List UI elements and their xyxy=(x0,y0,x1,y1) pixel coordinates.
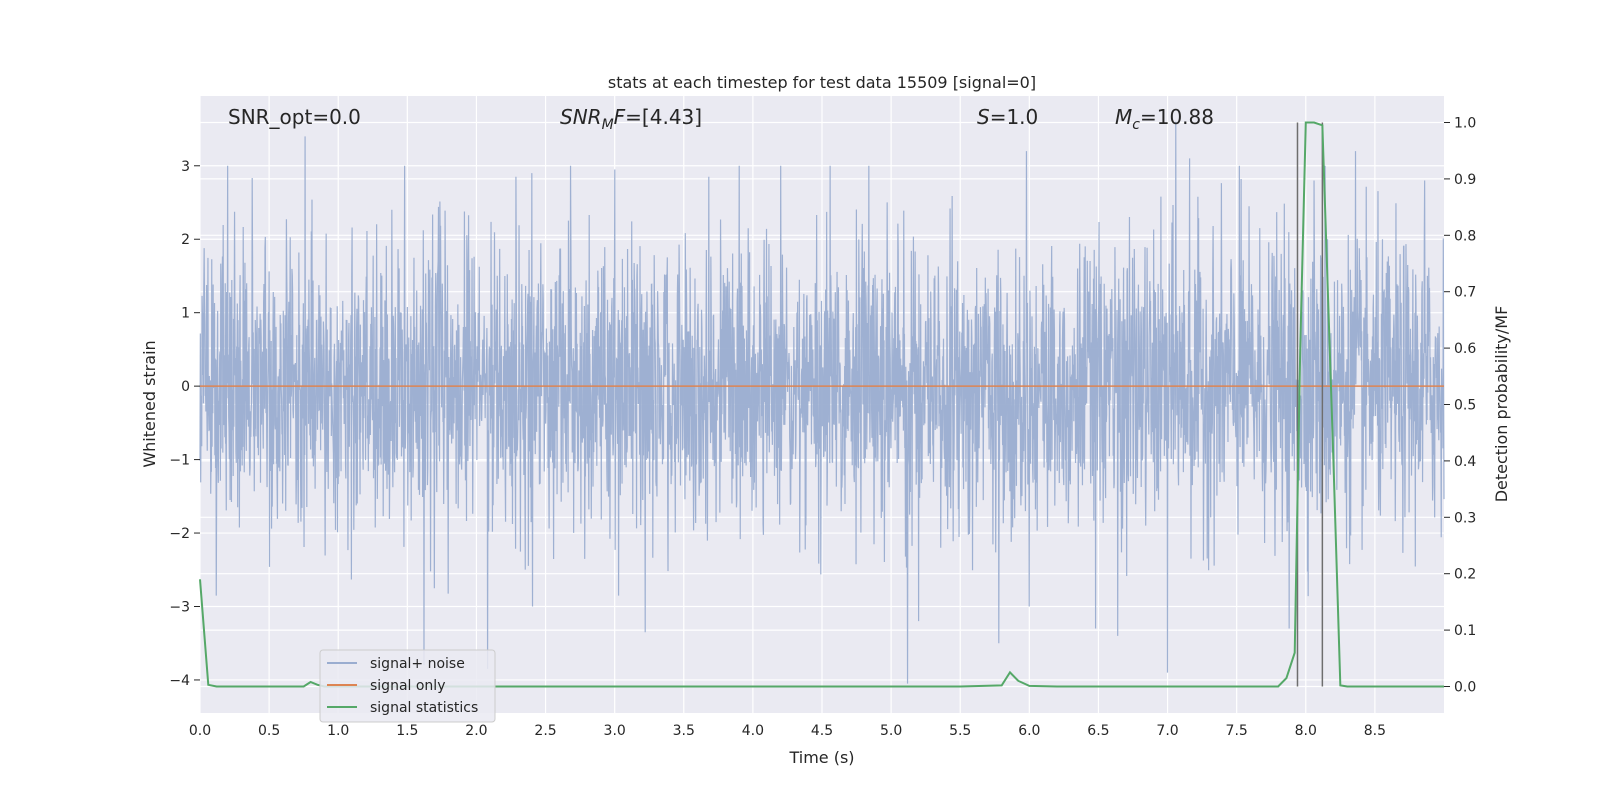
y-right-tick-label: 0.6 xyxy=(1454,341,1476,357)
snr-mf-symbol: SNR xyxy=(560,105,602,129)
x-axis-ticks: 0.0 0.5 1.0 1.5 2.0 2.5 3.0 3.5 4.0 4.5 5.0 5.5 6.0 6… xyxy=(189,723,1386,739)
y-right-tick-label: 0.5 xyxy=(1454,398,1476,414)
mc-value: =10.88 xyxy=(1140,105,1214,129)
y-tick-label: −3 xyxy=(169,599,190,615)
y-right-tick-label: 0.2 xyxy=(1454,567,1476,583)
signal-statistics-line xyxy=(199,121,1444,688)
x-tick-label: 7.0 xyxy=(1156,723,1178,739)
y-right-tick-label: 0.1 xyxy=(1454,623,1476,639)
mc-symbol: M xyxy=(1115,105,1132,129)
legend-box xyxy=(319,649,496,723)
y-tick-label: 3 xyxy=(181,159,190,175)
legend-label-signal-statistics: signal statistics xyxy=(370,700,478,716)
x-tick-label: 3.5 xyxy=(673,723,695,739)
y-tick-label: −4 xyxy=(169,673,190,689)
y-right-tick-label: 0.0 xyxy=(1454,679,1476,695)
x-tick-label: 2.0 xyxy=(465,723,487,739)
x-tick-label: 6.0 xyxy=(1018,723,1040,739)
x-axis-label: Time (s) xyxy=(788,748,854,767)
y-axis-right-label: Detection probability/MF xyxy=(1492,306,1511,503)
annotation-snr-opt: SNR_opt=0.0 xyxy=(228,105,361,129)
x-tick-label: 8.5 xyxy=(1364,723,1386,739)
snr-mf-value: =[4.43] xyxy=(625,105,702,129)
snr-mf-subscript: M xyxy=(602,117,614,133)
y-right-tick-label: 0.9 xyxy=(1454,172,1476,188)
vertical-markers xyxy=(1296,122,1324,687)
y-right-tick-label: 0.8 xyxy=(1454,228,1476,244)
x-tick-label: 5.5 xyxy=(949,723,971,739)
y-axis-ticks: 3 2 1 0 −1 −2 −3 −4 xyxy=(169,159,200,689)
y-right-tick-label: 0.7 xyxy=(1454,285,1476,301)
annotation-snr-mf: SNRMF=[4.43] xyxy=(560,105,702,133)
signal-noise-line xyxy=(199,121,1445,684)
y-right-tick-label: 1.0 xyxy=(1454,116,1476,132)
x-tick-label: 4.5 xyxy=(811,723,833,739)
y-tick-label: −1 xyxy=(169,453,190,469)
legend-label-signal-only: signal only xyxy=(370,678,445,694)
x-tick-label: 4.0 xyxy=(742,723,764,739)
legend-label-signal-noise: signal+ noise xyxy=(370,656,465,672)
x-tick-label: 1.0 xyxy=(327,723,349,739)
s-symbol: S xyxy=(977,105,990,129)
x-tick-label: 0.5 xyxy=(258,723,280,739)
x-tick-label: 8.0 xyxy=(1295,723,1317,739)
s-value: =1.0 xyxy=(990,105,1039,129)
y-right-tick-label: 0.3 xyxy=(1454,510,1476,526)
x-tick-label: 5.0 xyxy=(880,723,902,739)
x-tick-label: 0.0 xyxy=(189,723,211,739)
mc-subscript: c xyxy=(1132,117,1140,133)
x-tick-label: 3.0 xyxy=(604,723,626,739)
snr-mf-rest: F xyxy=(614,105,626,129)
annotation-mc: Mc=10.88 xyxy=(1115,105,1214,133)
y-tick-label: 1 xyxy=(181,306,190,322)
signal-noise-series xyxy=(199,121,1445,684)
y-tick-label: 2 xyxy=(181,232,190,248)
chart-title: stats at each timestep for test data 155… xyxy=(608,73,1036,92)
signal-statistics-series xyxy=(199,121,1444,688)
y-tick-label: −2 xyxy=(169,526,190,542)
y-axis-label: Whitened strain xyxy=(140,340,159,467)
y-tick-label: 0 xyxy=(181,379,190,395)
legend: signal+ noise signal only signal statist… xyxy=(319,649,496,723)
x-tick-label: 2.5 xyxy=(534,723,556,739)
x-tick-label: 7.5 xyxy=(1226,723,1248,739)
y-axis-right-ticks: 1.0 0.9 0.8 0.7 0.6 0.5 0.4 0.3 0.2 0.1 0.0 xyxy=(1444,116,1476,695)
y-right-tick-label: 0.4 xyxy=(1454,454,1476,470)
x-tick-label: 6.5 xyxy=(1087,723,1109,739)
annotation-s: S=1.0 xyxy=(977,105,1038,129)
x-tick-label: 1.5 xyxy=(396,723,418,739)
